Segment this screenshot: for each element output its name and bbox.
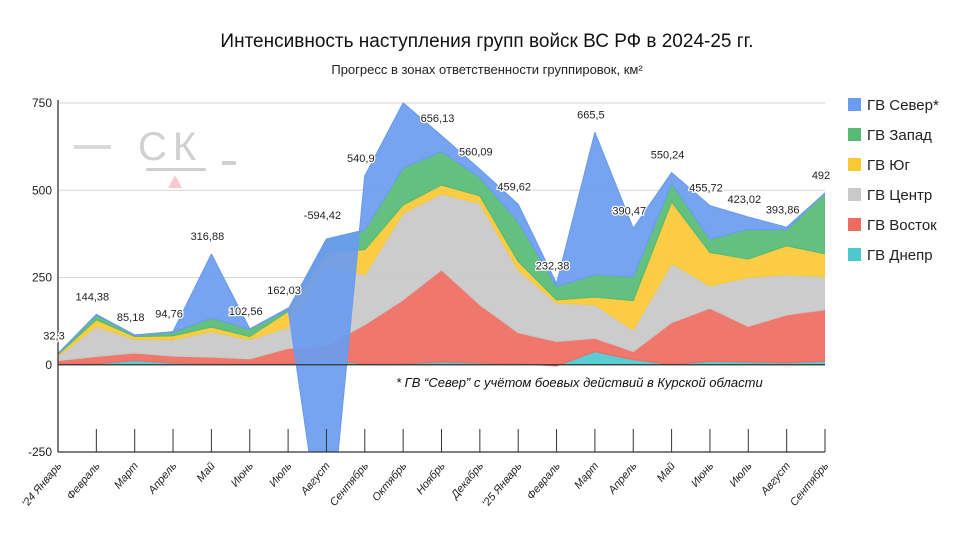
legend-item-label: ГВ Север* [867,97,939,114]
legend-item-label: ГВ Восток [867,217,937,234]
area-5 [58,102,825,452]
x-tick-label: Май [655,460,678,484]
x-tick-label: Ноябрь [414,460,448,497]
x-tick-label: Июнь [229,460,256,489]
legend-swatch [848,218,861,231]
total-data-label: 459,62 [497,181,531,193]
legend-swatch [848,248,861,261]
total-data-label: 540,9 [347,153,375,165]
x-tick-label: Июль [727,460,754,489]
total-data-label: 162,03 [267,285,301,297]
x-tick-label: Март [572,460,601,491]
legend-item-label: ГВ Запад [867,127,932,144]
x-tick-label: Октябрь [370,460,409,504]
total-data-label: -594,42 [304,210,341,222]
legend: ГВ Север* ГВ Запад ГВ Юг ГВ Центр ГВ Восток Г… [848,97,939,264]
x-tick-label: Февраль [65,460,103,502]
legend-swatch [848,158,861,171]
total-data-label: 560,09 [459,146,493,158]
y-tick-label: 750 [32,96,52,110]
total-data-label: 85,18 [117,312,145,324]
x-tick-label: Апрель [146,460,180,497]
x-tick-label: Май [195,460,218,484]
legend-item-label: ГВ Юг [867,157,910,174]
series-areas [58,102,825,452]
chart-title: Интенсивность наступления групп войск ВС… [220,31,753,52]
x-tick-label: Февраль [525,460,563,502]
legend-swatch [848,128,861,141]
total-data-label: 94,76 [155,309,183,321]
x-tick-label: Декабрь [448,460,486,503]
total-data-label: 492 [812,170,830,182]
watermark-logo: СК [74,125,236,188]
legend-item-label: ГВ Центр [867,187,932,204]
total-data-label: 232,38 [536,261,570,273]
x-tick-label: Март [112,460,141,491]
y-tick-label: 0 [45,358,52,372]
legend-swatch [848,188,861,201]
x-tick-label: Сентябрь [788,460,831,509]
x-tick-label: Сентябрь [328,460,371,509]
y-tick-label: -250 [28,445,52,459]
total-data-label: 656,13 [421,113,455,125]
x-tick-label: Август [758,460,793,498]
footnote: * ГВ “Север” с учётом боевых действий в … [396,375,763,390]
logo-text: СК [138,125,202,169]
total-data-label: 423,02 [727,194,761,206]
data-labels: 32,3 144,38 85,18 94,76 316,88 102,56 162,03 -5… [42,108,831,343]
x-tick-label: '25 Январь [480,460,524,510]
total-data-label: 665,5 [577,109,605,121]
x-tick-label: Август [298,460,333,498]
legend-swatch [848,98,861,111]
legend-item-label: ГВ Днепр [867,247,933,264]
total-data-label: 32,3 [43,330,64,342]
total-data-label: 455,72 [689,183,723,195]
total-data-label: 390,47 [612,205,646,217]
x-tick-label: Июль [267,460,294,489]
x-tick-label: Апрель [606,460,640,497]
total-data-label: 144,38 [76,291,110,303]
total-data-label: 393,86 [766,204,800,216]
total-data-label: 316,88 [191,231,225,243]
total-data-label: 550,24 [651,150,685,162]
total-data-label: 102,56 [229,306,263,318]
y-tick-label: 500 [32,183,52,197]
x-tick-label: Июнь [689,460,716,489]
chart-subtitle: Прогресс в зонах ответственности группир… [331,62,643,77]
x-tick-label: '24 Январь [20,460,64,510]
y-tick-label: 250 [32,271,52,285]
